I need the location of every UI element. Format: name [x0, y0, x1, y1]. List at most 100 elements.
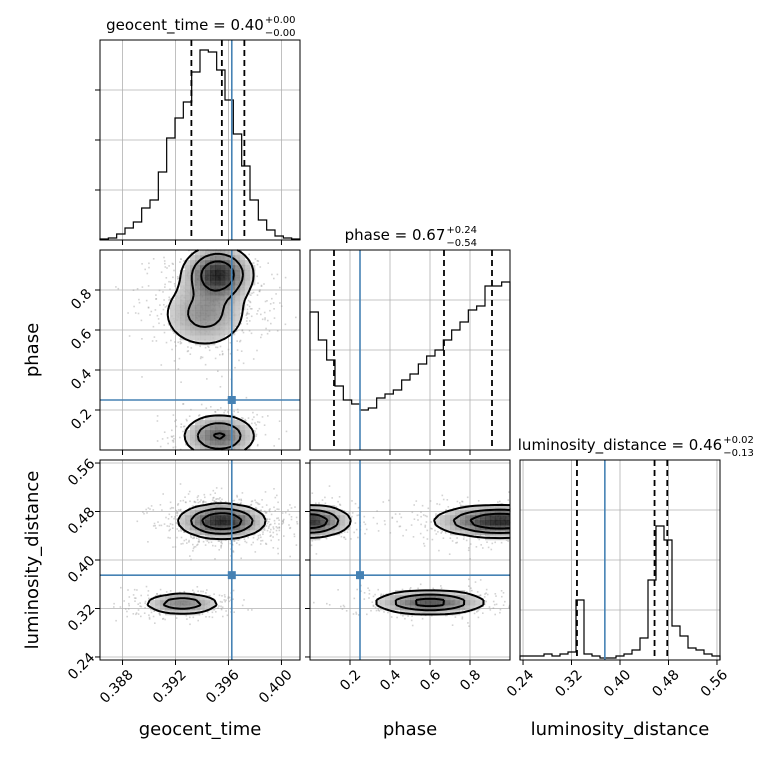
density-cell [205, 505, 211, 511]
sample-point [497, 501, 499, 503]
sample-point [268, 509, 271, 511]
density-cell [195, 440, 201, 446]
sample-point [343, 531, 346, 533]
sample-point [494, 613, 496, 616]
sample-point [190, 558, 192, 561]
sample-point [263, 424, 266, 426]
sample-point [438, 549, 440, 552]
sample-point [259, 289, 261, 291]
sample-point [246, 308, 249, 311]
sample-point [172, 439, 175, 442]
sample-point [147, 590, 150, 592]
sample-point [263, 283, 265, 285]
sample-point [127, 608, 130, 610]
sample-point [489, 609, 492, 611]
sample-point [163, 431, 166, 433]
density-cell [410, 595, 416, 601]
density-cell [215, 315, 221, 321]
density-cell [455, 510, 461, 516]
density-cell [200, 260, 206, 266]
sample-point [224, 596, 226, 598]
sample-point [180, 543, 182, 545]
sample-point [164, 306, 167, 308]
truth-marker [356, 571, 364, 580]
sample-point [254, 551, 257, 553]
density-cell [190, 315, 196, 321]
density-cell [230, 310, 236, 316]
sample-point [268, 518, 271, 521]
sample-point [231, 544, 234, 546]
sample-point [252, 541, 254, 544]
sample-point [183, 590, 185, 593]
sample-point [452, 507, 455, 510]
sample-point [239, 339, 242, 342]
density-cell [215, 265, 221, 271]
sample-point [128, 602, 130, 605]
sample-point [176, 528, 178, 530]
density-cell [175, 290, 181, 296]
x-tick-label: 0.392 [150, 667, 190, 707]
sample-point [220, 605, 222, 608]
sample-point [249, 301, 252, 304]
sample-point [337, 500, 339, 503]
sample-point [437, 531, 439, 533]
sample-point [411, 511, 414, 514]
density-cell [240, 285, 246, 291]
sample-point [264, 300, 267, 303]
density-cell [210, 270, 216, 276]
sample-point [265, 543, 268, 545]
density-cell [205, 305, 211, 311]
density-cell [500, 515, 506, 521]
density-cell [225, 320, 231, 326]
sample-point [166, 525, 169, 527]
sample-point [180, 508, 182, 511]
density-cell [220, 305, 226, 311]
sample-point [268, 521, 270, 523]
sample-point [220, 607, 223, 610]
sample-point [216, 346, 219, 349]
sample-point [172, 507, 175, 509]
density-cell [480, 505, 486, 511]
density-cell [205, 310, 211, 316]
density-cell [235, 250, 241, 256]
density-cell [220, 515, 226, 521]
sample-point [272, 302, 275, 304]
sample-point [247, 536, 249, 539]
sample-point [398, 513, 401, 515]
density-cell [200, 430, 206, 436]
sample-point [260, 284, 263, 287]
sample-point [213, 496, 215, 499]
sample-point [258, 503, 261, 505]
density-cell [340, 515, 346, 521]
sample-point [288, 524, 290, 526]
sample-point [241, 604, 244, 607]
sample-point [192, 550, 194, 552]
density-cell [475, 600, 481, 606]
sample-point [205, 407, 208, 409]
sample-point [377, 530, 380, 532]
density-cell [330, 515, 336, 521]
sample-point [139, 605, 141, 607]
sample-point [492, 600, 495, 603]
density-cell [180, 295, 186, 301]
density-cell [230, 260, 236, 266]
sample-point [190, 536, 192, 539]
sample-point [256, 275, 258, 278]
sample-point [256, 263, 259, 266]
sample-point [272, 536, 274, 538]
density-cell [260, 520, 266, 526]
density-cell [205, 430, 211, 436]
sample-point [265, 542, 267, 545]
sample-point [456, 500, 459, 503]
density-cell [460, 510, 466, 516]
density-cell [225, 505, 231, 511]
sample-point [182, 430, 184, 433]
sample-point [216, 498, 219, 500]
density-cell [440, 520, 446, 526]
density-cell [230, 280, 236, 286]
sample-point [455, 542, 457, 544]
sample-point [461, 500, 463, 503]
sample-point [189, 616, 191, 619]
sample-point [167, 442, 169, 445]
density-cell [215, 295, 221, 301]
